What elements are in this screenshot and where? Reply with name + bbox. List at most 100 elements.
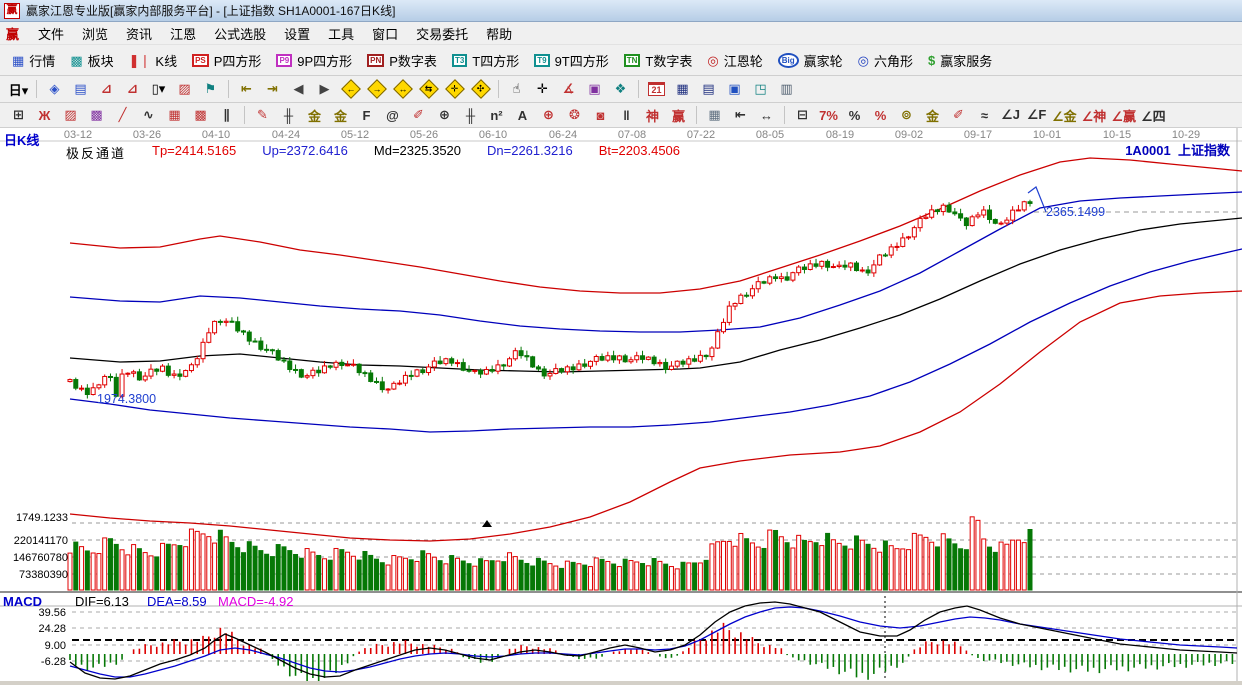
flag-pen-button[interactable]: ✐ (946, 105, 971, 125)
shen-tool-button[interactable]: 神 (640, 105, 665, 125)
marker-pen-button[interactable]: ✐ (406, 105, 431, 125)
time-comb-button[interactable]: ╫ (458, 105, 483, 125)
zoom-in-bars-button[interactable]: ✛ (442, 79, 467, 99)
toolbar-winner-service-button[interactable]: $ 赢家服务 (922, 48, 998, 73)
spiral-button[interactable]: @ (380, 105, 405, 125)
gann-pattern-button[interactable]: ▨ (172, 79, 197, 99)
angle-si-button[interactable]: ∠四 (1139, 105, 1168, 125)
toolbar-t-number-table-button[interactable]: TN T数字表 (618, 48, 699, 73)
star-target-button[interactable]: ❂ (562, 105, 587, 125)
menu-formula-pick[interactable]: 公式选股 (214, 26, 267, 42)
price-grid-9-button[interactable]: ▩ (188, 105, 213, 125)
span-measure-button[interactable]: ↔ (754, 105, 779, 125)
zigzag-button[interactable]: ∿ (136, 105, 161, 125)
angle-win-button[interactable]: ∠赢 (1109, 105, 1138, 125)
toolbar-sectors-button[interactable]: ▩ 板块 (64, 48, 119, 73)
menu-settings[interactable]: 设置 (284, 26, 311, 42)
percent-button[interactable]: % (842, 105, 867, 125)
toolbar-hexagon-button[interactable]: ◎ 六角形 (852, 48, 919, 73)
page-prev-button[interactable]: ◀ (286, 79, 311, 99)
toolbar-9t-square-button[interactable]: T9 9T四方形 (528, 48, 615, 73)
time-ruler-button[interactable]: ╫ (276, 105, 301, 125)
toolbar-p-number-table-button[interactable]: PN P数字表 (361, 48, 443, 73)
expand-horizontal-button[interactable]: ↔ (390, 79, 415, 99)
gold-split-2-button[interactable]: 金 (328, 105, 353, 125)
k-width-button[interactable]: ‖ (614, 105, 639, 125)
mini-chart-3-button[interactable]: ⊿ (94, 79, 119, 99)
target-circle-button[interactable]: ⊕ (536, 105, 561, 125)
trend-line-button[interactable]: ╱ (110, 105, 135, 125)
info-panel-button[interactable]: ▤ (68, 79, 93, 99)
angle-j-button[interactable]: ∠J (998, 105, 1023, 125)
calendar-button[interactable]: 21 (644, 79, 669, 99)
box-target-button[interactable]: ◙ (588, 105, 613, 125)
mini-chart-9-button[interactable]: ⊿ (120, 79, 145, 99)
wave-tool-button[interactable]: ≈ (972, 105, 997, 125)
angle-f-button[interactable]: ∠F (1024, 105, 1049, 125)
jump-first-button[interactable]: ⇤ (234, 79, 259, 99)
a-line-button[interactable]: A (510, 105, 535, 125)
fibonacci-button[interactable]: F (354, 105, 379, 125)
gold-line-button[interactable]: 金 (920, 105, 945, 125)
hand-drag-button[interactable]: ☝ (504, 79, 529, 99)
percent-7-button[interactable]: 7% (816, 105, 841, 125)
win-ruler-button[interactable]: ▦ (702, 105, 727, 125)
page-next-button[interactable]: ▶ (312, 79, 337, 99)
menu-file[interactable]: 文件 (38, 26, 65, 42)
jump-last-button[interactable]: ⇥ (260, 79, 285, 99)
cycle-circle-button[interactable]: ⊕ (432, 105, 457, 125)
parallel-lines-button[interactable]: ∥ (214, 105, 239, 125)
level-list-button[interactable]: ⊟ (790, 105, 815, 125)
menu-trade-order[interactable]: 交易委托 (416, 26, 469, 42)
lasso-button[interactable]: ◈ (42, 79, 67, 99)
kline-chart-canvas[interactable]: 03-12 03-26 04-10 04-24 05-12 05-26 06-10 06-24… (0, 128, 1242, 685)
price-grid-button[interactable]: ▦ (162, 105, 187, 125)
toolbar-t-square-button[interactable]: T3 T四方形 (446, 48, 525, 73)
macd-pane-label: MACD (3, 594, 42, 609)
print-button[interactable]: ▥ (774, 79, 799, 99)
angle-shen-button[interactable]: ∠神 (1080, 105, 1109, 125)
gann-square-button[interactable]: ▩ (84, 105, 109, 125)
menu-window[interactable]: 窗口 (372, 26, 399, 42)
menu-tools[interactable]: 工具 (328, 26, 355, 42)
fan-lines-button[interactable]: Ж (32, 105, 57, 125)
gold-circle-button[interactable]: ⊚ (894, 105, 919, 125)
magic-grid-button[interactable]: ▣ (582, 79, 607, 99)
shift-right-button[interactable]: → (364, 79, 389, 99)
percent-line-button[interactable]: % (868, 105, 893, 125)
draw-box-button[interactable]: ⊞ (6, 105, 31, 125)
calculator-button[interactable]: ▦ (670, 79, 695, 99)
menu-browse[interactable]: 浏览 (82, 26, 109, 42)
toolbar-gann-wheel-button[interactable]: ◎ 江恩轮 (701, 48, 768, 73)
zoom-out-bars-button[interactable]: ✣ (468, 79, 493, 99)
angle-gold-button[interactable]: ∠金 (1050, 105, 1079, 125)
crosshair-button[interactable]: ✛ (530, 79, 555, 99)
shift-left-button[interactable]: ← (338, 79, 363, 99)
angle-measure-button[interactable]: ∡ (556, 79, 581, 99)
toolbar-p-square-button[interactable]: PS P四方形 (186, 48, 267, 73)
compress-horizontal-button[interactable]: ⇆ (416, 79, 441, 99)
gann-box-button[interactable]: ▨ (58, 105, 83, 125)
win-tool-button[interactable]: 赢 (666, 105, 691, 125)
gold-split-1-button[interactable]: 金 (302, 105, 327, 125)
toolbar-9p-square-button[interactable]: P9 9P四方形 (270, 48, 358, 73)
candle-style-button[interactable]: ▯▾ (146, 79, 171, 99)
period-day-button[interactable]: 日▾ (6, 79, 31, 99)
n-square-button[interactable]: n² (484, 105, 509, 125)
save-button[interactable]: ▣ (722, 79, 747, 99)
menu-news[interactable]: 资讯 (126, 26, 153, 42)
menu-help[interactable]: 帮助 (486, 26, 513, 42)
relation-net-button[interactable]: ❖ (608, 79, 633, 99)
p-square-label: P四方形 (213, 53, 262, 69)
export-web-button[interactable]: ◳ (748, 79, 773, 99)
gann-box-icon: ▨ (64, 107, 77, 122)
count-ruler-button[interactable]: ⇤ (728, 105, 753, 125)
toolbar-quotes-button[interactable]: ▦ 行情 (6, 48, 61, 73)
menu-gann[interactable]: 江恩 (170, 26, 197, 42)
memo-button[interactable]: ▤ (696, 79, 721, 99)
pencil-button[interactable]: ✎ (250, 105, 275, 125)
toolbar-kline-button[interactable]: ❚❘ K线 (123, 48, 183, 73)
flag-button[interactable]: ⚑ (198, 79, 223, 99)
toolbar-winner-wheel-button[interactable]: Big 赢家轮 (772, 48, 849, 73)
drawing-toolbar: ⊞ Ж ▨ ▩ ╱ ∿ ▦ ▩ ∥ ✎ ╫ 金金 F @ ✐ ⊕ ╫ n² A ⊕ ❂ ◙ ‖ 神赢 ▦ ⇤ ↔ ⊟ 7%%% ⊚ 金 ✐ ≈ ∠… (0, 103, 1242, 128)
